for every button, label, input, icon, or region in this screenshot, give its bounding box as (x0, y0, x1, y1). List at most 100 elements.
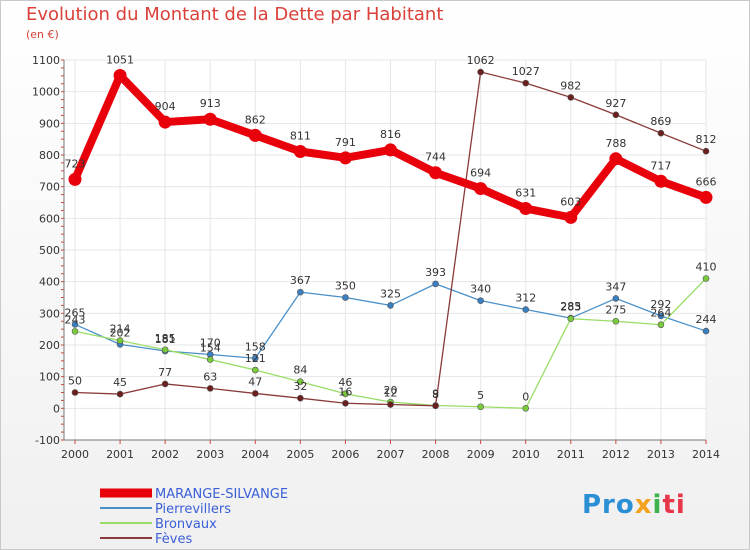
data-label: 325 (380, 287, 401, 300)
data-label: 791 (335, 136, 356, 149)
y-tick-label: 400 (39, 276, 60, 289)
data-label: 816 (380, 128, 401, 141)
data-label: 913 (200, 97, 221, 110)
data-label: 744 (425, 151, 446, 164)
x-tick-label: 2003 (196, 448, 224, 461)
y-tick-label: 500 (39, 244, 60, 257)
x-tick-label: 2012 (602, 448, 630, 461)
data-point (297, 394, 304, 402)
data-label: 243 (65, 313, 86, 326)
data-label: 170 (200, 337, 221, 350)
data-label: 8 (432, 388, 439, 401)
data-label: 12 (384, 387, 398, 400)
data-label: 265 (65, 306, 86, 319)
y-tick-label: 1100 (32, 54, 60, 67)
data-point (71, 321, 79, 328)
data-label: 1027 (512, 65, 540, 78)
data-point (297, 288, 304, 296)
data-point (432, 280, 439, 288)
logo-part: x (634, 490, 653, 520)
data-point (68, 172, 82, 186)
x-tick-label: 2007 (377, 448, 405, 461)
data-point (477, 68, 484, 76)
data-point (477, 297, 484, 304)
data-label: 154 (200, 342, 221, 355)
logo-part: ti (662, 490, 686, 520)
data-label: 16 (338, 385, 352, 398)
data-label: 869 (650, 115, 671, 128)
data-point (206, 385, 214, 392)
data-point (429, 166, 443, 180)
data-label: 862 (245, 113, 266, 126)
data-label: 312 (515, 292, 536, 305)
data-label: 77 (158, 366, 172, 379)
data-label: 982 (560, 79, 581, 92)
data-point (251, 390, 259, 397)
data-point (293, 145, 307, 159)
x-tick-label: 2014 (692, 448, 720, 461)
data-point (522, 405, 530, 412)
data-label: 20 (384, 384, 398, 397)
y-tick-label: 0 (53, 402, 60, 415)
data-label: 47 (248, 375, 262, 388)
y-tick-label: 1000 (32, 86, 60, 99)
legend-label: Bronvaux (155, 517, 217, 532)
data-label: 50 (68, 375, 82, 388)
x-tick-label: 2005 (286, 448, 314, 461)
x-tick-label: 2000 (61, 448, 89, 461)
data-label: 1062 (467, 54, 495, 67)
data-label: 283 (560, 301, 581, 314)
data-point (71, 328, 79, 335)
data-label: 904 (155, 100, 176, 113)
legend-label: Pierrevillers (155, 502, 231, 517)
data-label: 9 (432, 387, 439, 400)
data-point (474, 182, 488, 196)
data-label: 264 (650, 307, 671, 320)
data-point (657, 321, 665, 329)
y-tick-label: 100 (39, 371, 60, 384)
data-point (206, 356, 214, 363)
y-tick-label: 600 (39, 212, 60, 225)
data-point (519, 202, 533, 216)
data-point (161, 380, 169, 388)
legend-label: MARANGE-SILVANGE (155, 487, 288, 502)
data-label: 1051 (106, 54, 134, 67)
data-label: 340 (470, 283, 491, 296)
data-point (477, 403, 484, 411)
data-point (612, 295, 620, 302)
data-point (567, 94, 575, 101)
x-tick-label: 2006 (331, 448, 359, 461)
data-label: 214 (110, 323, 131, 336)
data-point (116, 390, 124, 398)
data-label: 723 (65, 157, 86, 170)
y-tick-label: 300 (39, 307, 60, 320)
data-label: 631 (515, 187, 536, 200)
data-point (71, 389, 79, 396)
data-label: 694 (470, 167, 491, 180)
data-label: 158 (245, 340, 266, 353)
data-point (612, 111, 620, 119)
chart-title: Evolution du Montant de la Dette par Hab… (26, 4, 444, 25)
x-tick-label: 2002 (151, 448, 179, 461)
data-label: 292 (650, 298, 671, 311)
data-label: 350 (335, 280, 356, 293)
data-point (654, 174, 668, 188)
data-label: 63 (203, 370, 217, 383)
data-point (522, 306, 530, 313)
data-point (338, 151, 352, 165)
x-tick-label: 2011 (557, 448, 585, 461)
data-point (251, 354, 259, 362)
y-tick-label: 200 (39, 339, 60, 352)
logo-part: Pro (582, 490, 635, 520)
data-point (522, 79, 530, 87)
data-label: 244 (696, 313, 717, 326)
chart-unit-label: (en €) (26, 28, 59, 41)
data-point (342, 294, 349, 301)
data-label: 202 (110, 326, 131, 339)
y-tick-label: -100 (35, 434, 60, 447)
data-label: 410 (696, 261, 717, 274)
data-point (702, 147, 710, 155)
data-label: 45 (113, 376, 127, 389)
proxiti-logo: Proxiti (582, 490, 686, 520)
